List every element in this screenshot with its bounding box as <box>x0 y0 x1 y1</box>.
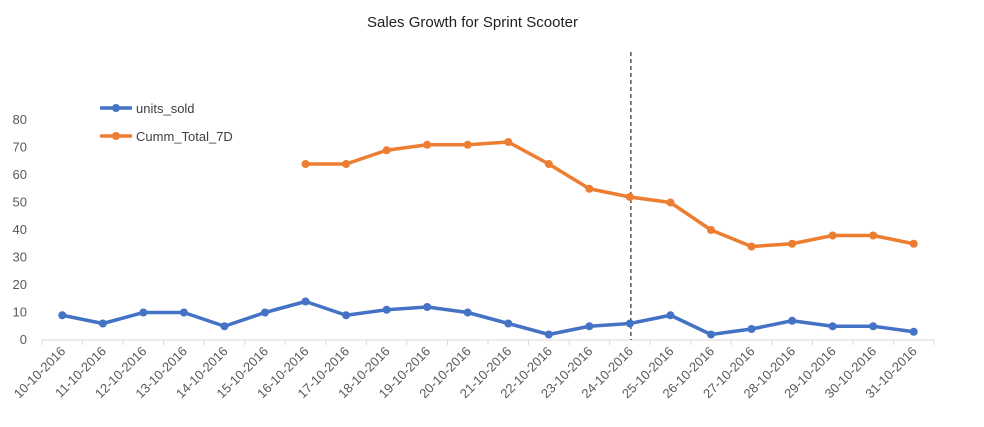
y-tick-label: 30 <box>13 250 27 265</box>
chart-title: Sales Growth for Sprint Scooter <box>367 14 578 31</box>
data-point-Cumm_Total_7D <box>423 140 432 149</box>
legend-marker <box>112 104 120 112</box>
legend-marker <box>112 132 120 140</box>
data-point-units_sold <box>98 319 107 328</box>
data-point-units_sold <box>382 305 391 314</box>
data-point-Cumm_Total_7D <box>504 138 513 146</box>
data-point-Cumm_Total_7D <box>788 239 797 248</box>
y-tick-label: 80 <box>13 112 27 127</box>
data-point-Cumm_Total_7D <box>342 160 351 168</box>
data-point-units_sold <box>788 316 797 325</box>
data-point-units_sold <box>261 308 269 317</box>
legend-label: units_sold <box>136 101 195 116</box>
data-point-units_sold <box>747 325 756 333</box>
data-point-units_sold <box>544 330 553 339</box>
data-point-units_sold <box>179 308 188 317</box>
data-point-Cumm_Total_7D <box>301 160 310 168</box>
y-tick-label: 60 <box>13 167 27 182</box>
data-point-Cumm_Total_7D <box>747 242 756 251</box>
data-point-Cumm_Total_7D <box>382 146 391 155</box>
y-tick-label: 20 <box>13 277 27 292</box>
data-point-units_sold <box>666 311 675 320</box>
data-point-units_sold <box>463 308 472 317</box>
y-tick-label: 10 <box>13 305 27 320</box>
data-point-units_sold <box>828 322 837 331</box>
series-line-units_sold <box>60 299 916 337</box>
data-point-units_sold <box>58 311 67 320</box>
legend-label: Cumm_Total_7D <box>136 129 233 144</box>
y-tick-label: 40 <box>13 222 27 237</box>
data-point-units_sold <box>423 303 432 311</box>
y-tick-label: 0 <box>20 332 27 347</box>
data-point-Cumm_Total_7D <box>909 239 918 248</box>
data-point-units_sold <box>220 322 229 331</box>
data-point-Cumm_Total_7D <box>463 140 472 149</box>
data-point-Cumm_Total_7D <box>625 193 634 201</box>
data-point-units_sold <box>585 322 594 331</box>
data-point-units_sold <box>301 297 310 306</box>
data-point-Cumm_Total_7D <box>869 231 878 240</box>
data-point-units_sold <box>504 319 513 328</box>
data-point-Cumm_Total_7D <box>585 184 594 193</box>
series-line-Cumm_Total_7D <box>303 140 916 249</box>
data-point-Cumm_Total_7D <box>544 160 553 168</box>
data-point-units_sold <box>342 311 351 320</box>
y-tick-label: 70 <box>13 140 27 155</box>
data-point-units_sold <box>909 327 918 336</box>
data-point-units_sold <box>625 319 634 328</box>
data-point-Cumm_Total_7D <box>666 198 675 207</box>
data-point-Cumm_Total_7D <box>828 231 837 240</box>
y-tick-label: 50 <box>13 195 27 210</box>
data-point-units_sold <box>139 308 148 317</box>
data-point-Cumm_Total_7D <box>707 226 715 234</box>
data-point-units_sold <box>869 322 878 331</box>
data-point-units_sold <box>707 330 715 339</box>
